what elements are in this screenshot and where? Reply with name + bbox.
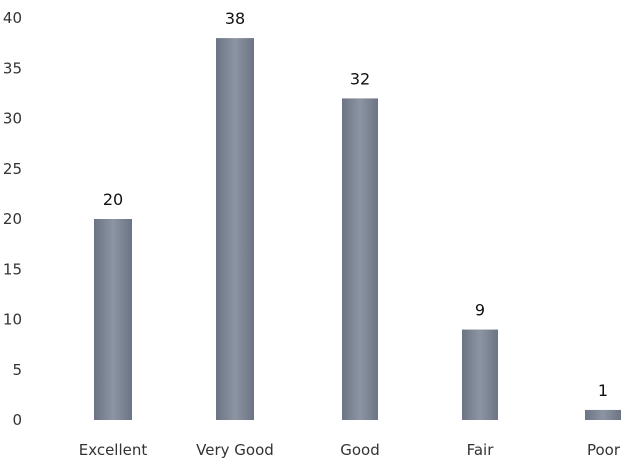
y-tick-label: 10 xyxy=(3,311,22,329)
y-tick-label: 30 xyxy=(3,110,22,128)
bar xyxy=(216,38,254,420)
bar-series xyxy=(94,38,621,420)
x-category-label: Very Good xyxy=(196,441,274,459)
bar xyxy=(585,410,621,420)
y-tick-label: 15 xyxy=(3,260,22,278)
y-tick-label: 40 xyxy=(3,9,22,27)
bar xyxy=(94,219,132,420)
x-category-label: Poor xyxy=(587,441,621,459)
x-category-label: Fair xyxy=(467,441,495,459)
y-tick-label: 25 xyxy=(3,160,22,178)
data-label: 1 xyxy=(598,381,608,400)
data-label: 9 xyxy=(475,301,485,320)
x-category-label: Excellent xyxy=(79,441,148,459)
y-tick-label: 20 xyxy=(3,210,22,228)
y-tick-label: 0 xyxy=(12,411,22,429)
data-label: 32 xyxy=(350,69,370,88)
x-axis-category-labels: Excellent Very Good Good Fair Poor xyxy=(79,441,621,459)
y-tick-label: 5 xyxy=(12,361,22,379)
y-axis-tick-labels: 0 5 10 15 20 25 30 35 40 xyxy=(3,9,22,429)
bar xyxy=(462,330,498,420)
bar xyxy=(342,98,378,420)
y-tick-label: 35 xyxy=(3,59,22,77)
x-category-label: Good xyxy=(340,441,380,459)
data-label: 38 xyxy=(225,9,245,28)
data-label: 20 xyxy=(103,190,123,209)
